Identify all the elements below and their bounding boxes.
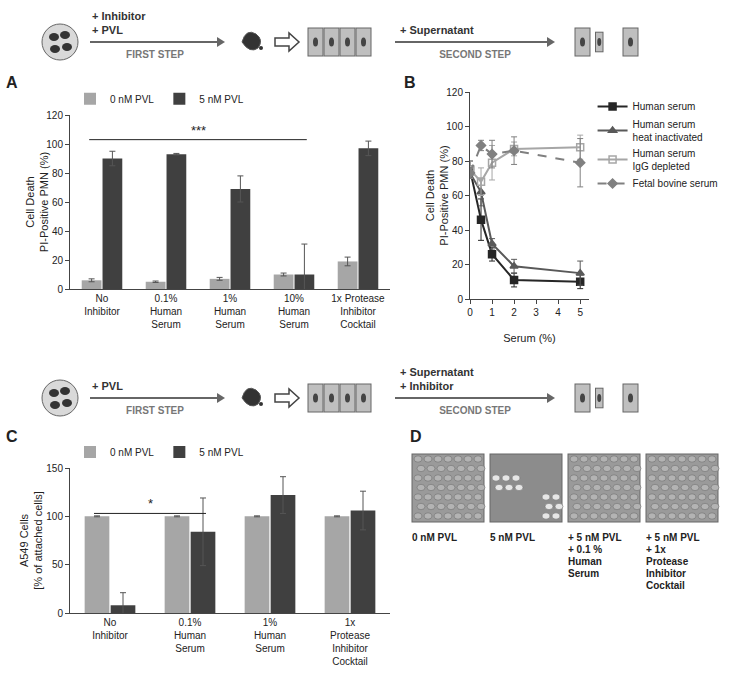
html-text:B: B [404, 74, 416, 91]
html-text:Serum: Serum [568, 568, 600, 579]
svg-text:Fetal bovine serum: Fetal bovine serum [633, 178, 718, 189]
svg-text:3: 3 [533, 307, 539, 318]
svg-text:Human serumIgG depleted: Human serumIgG depleted [633, 148, 696, 172]
svg-text:1xProteaseInhibitorCocktail: 1xProteaseInhibitorCocktail [330, 617, 370, 667]
html-text:+ 5 nM PVL: + 5 nM PVL [568, 532, 622, 543]
svg-text:20: 20 [52, 255, 64, 266]
svg-text:Human serumheat inactivated: Human serumheat inactivated [633, 119, 703, 143]
svg-text:150: 150 [46, 463, 63, 474]
svg-text:100: 100 [46, 139, 63, 150]
svg-text:120: 120 [446, 87, 463, 98]
svg-text:0.1%HumanSerum: 0.1%HumanSerum [150, 293, 182, 330]
html-text:A: A [6, 74, 18, 91]
svg-text:0: 0 [457, 294, 463, 305]
svg-text:NoInhibitor: NoInhibitor [92, 617, 128, 641]
svg-text:100: 100 [446, 121, 463, 132]
svg-text:0: 0 [57, 284, 63, 295]
svg-text:4: 4 [555, 307, 561, 318]
svg-text:0.1%HumanSerum: 0.1%HumanSerum [174, 617, 206, 654]
html-text:+ 5 nM PVL: + 5 nM PVL [646, 532, 700, 543]
svg-text:2: 2 [511, 307, 517, 318]
svg-text:+ PVL: + PVL [92, 380, 123, 392]
svg-text:80: 80 [52, 168, 64, 179]
svg-text:1%HumanSerum: 1%HumanSerum [214, 293, 246, 330]
html-text:Human: Human [568, 556, 602, 567]
svg-text:*: * [148, 496, 153, 511]
svg-text:+ Supernatant: + Supernatant [400, 366, 474, 378]
svg-text:1: 1 [489, 307, 495, 318]
html-text:Protease: Protease [646, 556, 689, 567]
svg-text:Cell DeathPI-Positive PMN (%): Cell DeathPI-Positive PMN (%) [424, 145, 450, 245]
svg-text:***: *** [191, 123, 206, 138]
svg-text:5: 5 [577, 307, 583, 318]
html-text:C: C [6, 428, 18, 445]
html-text:Inhibitor: Inhibitor [646, 568, 686, 579]
svg-text:FIRST STEP: FIRST STEP [126, 49, 184, 60]
svg-text:+ Inhibitor: + Inhibitor [400, 380, 454, 392]
svg-text:Cell DeathPI-Positive PMN (%): Cell DeathPI-Positive PMN (%) [24, 152, 50, 252]
html-text:D: D [410, 428, 422, 445]
svg-text:1x ProteaseInhibitorCocktail: 1x ProteaseInhibitorCocktail [331, 293, 385, 330]
svg-text:50: 50 [52, 559, 64, 570]
svg-text:A549 Cells[% of attached cells: A549 Cells[% of attached cells] [18, 491, 44, 589]
svg-text:1%HumanSerum: 1%HumanSerum [254, 617, 286, 654]
svg-text:10%HumanSerum: 10%HumanSerum [278, 293, 310, 330]
html-text:5 nM PVL: 5 nM PVL [490, 532, 535, 543]
svg-text:SECOND STEP: SECOND STEP [439, 405, 511, 416]
svg-text:0 nM PVL: 0 nM PVL [110, 94, 154, 105]
svg-text:40: 40 [52, 226, 64, 237]
svg-text:5 nM PVL: 5 nM PVL [199, 447, 243, 458]
svg-text:60: 60 [52, 197, 64, 208]
html-text:Cocktail: Cocktail [646, 580, 685, 591]
html-text:+ 1x: + 1x [646, 544, 666, 555]
svg-text:Serum (%): Serum (%) [503, 332, 556, 344]
svg-text:0: 0 [57, 608, 63, 619]
svg-text:SECOND STEP: SECOND STEP [439, 49, 511, 60]
svg-text:FIRST STEP: FIRST STEP [126, 405, 184, 416]
svg-text:80: 80 [452, 156, 464, 167]
svg-text:60: 60 [452, 190, 464, 201]
svg-text:120: 120 [46, 110, 63, 121]
svg-text:100: 100 [46, 511, 63, 522]
svg-text:5 nM PVL: 5 nM PVL [199, 94, 243, 105]
svg-text:20: 20 [452, 259, 464, 270]
svg-text:40: 40 [452, 225, 464, 236]
svg-text:+ PVL: + PVL [92, 24, 123, 36]
svg-text:0 nM PVL: 0 nM PVL [110, 447, 154, 458]
svg-text:+ Supernatant: + Supernatant [400, 24, 474, 36]
svg-text:+ Inhibitor: + Inhibitor [92, 10, 146, 22]
html-text:+ 0.1 %: + 0.1 % [568, 544, 603, 555]
svg-text:0: 0 [467, 307, 473, 318]
html-text:0 nM PVL: 0 nM PVL [412, 532, 457, 543]
svg-text:NoInhibitor: NoInhibitor [84, 293, 120, 317]
svg-text:Human serum: Human serum [633, 101, 696, 112]
